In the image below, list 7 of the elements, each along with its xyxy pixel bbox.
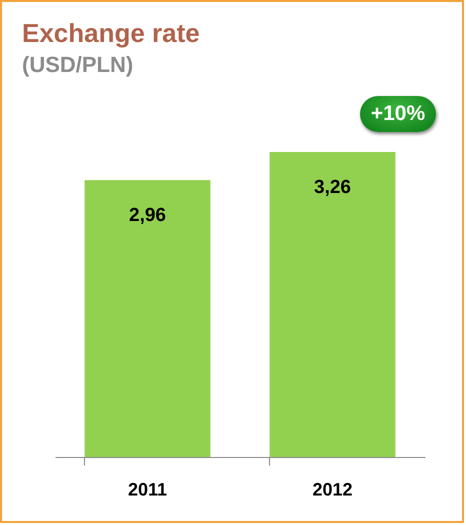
chart-title: Exchange rate	[22, 18, 200, 49]
chart-subtitle: (USD/PLN)	[22, 52, 134, 78]
data-label: 2,96	[129, 205, 166, 226]
data-label: 3,26	[314, 177, 351, 198]
x-tick-label: 2012	[312, 480, 353, 500]
pill-badge: +10%	[360, 96, 436, 132]
x-tick-label: 2011	[128, 480, 168, 500]
